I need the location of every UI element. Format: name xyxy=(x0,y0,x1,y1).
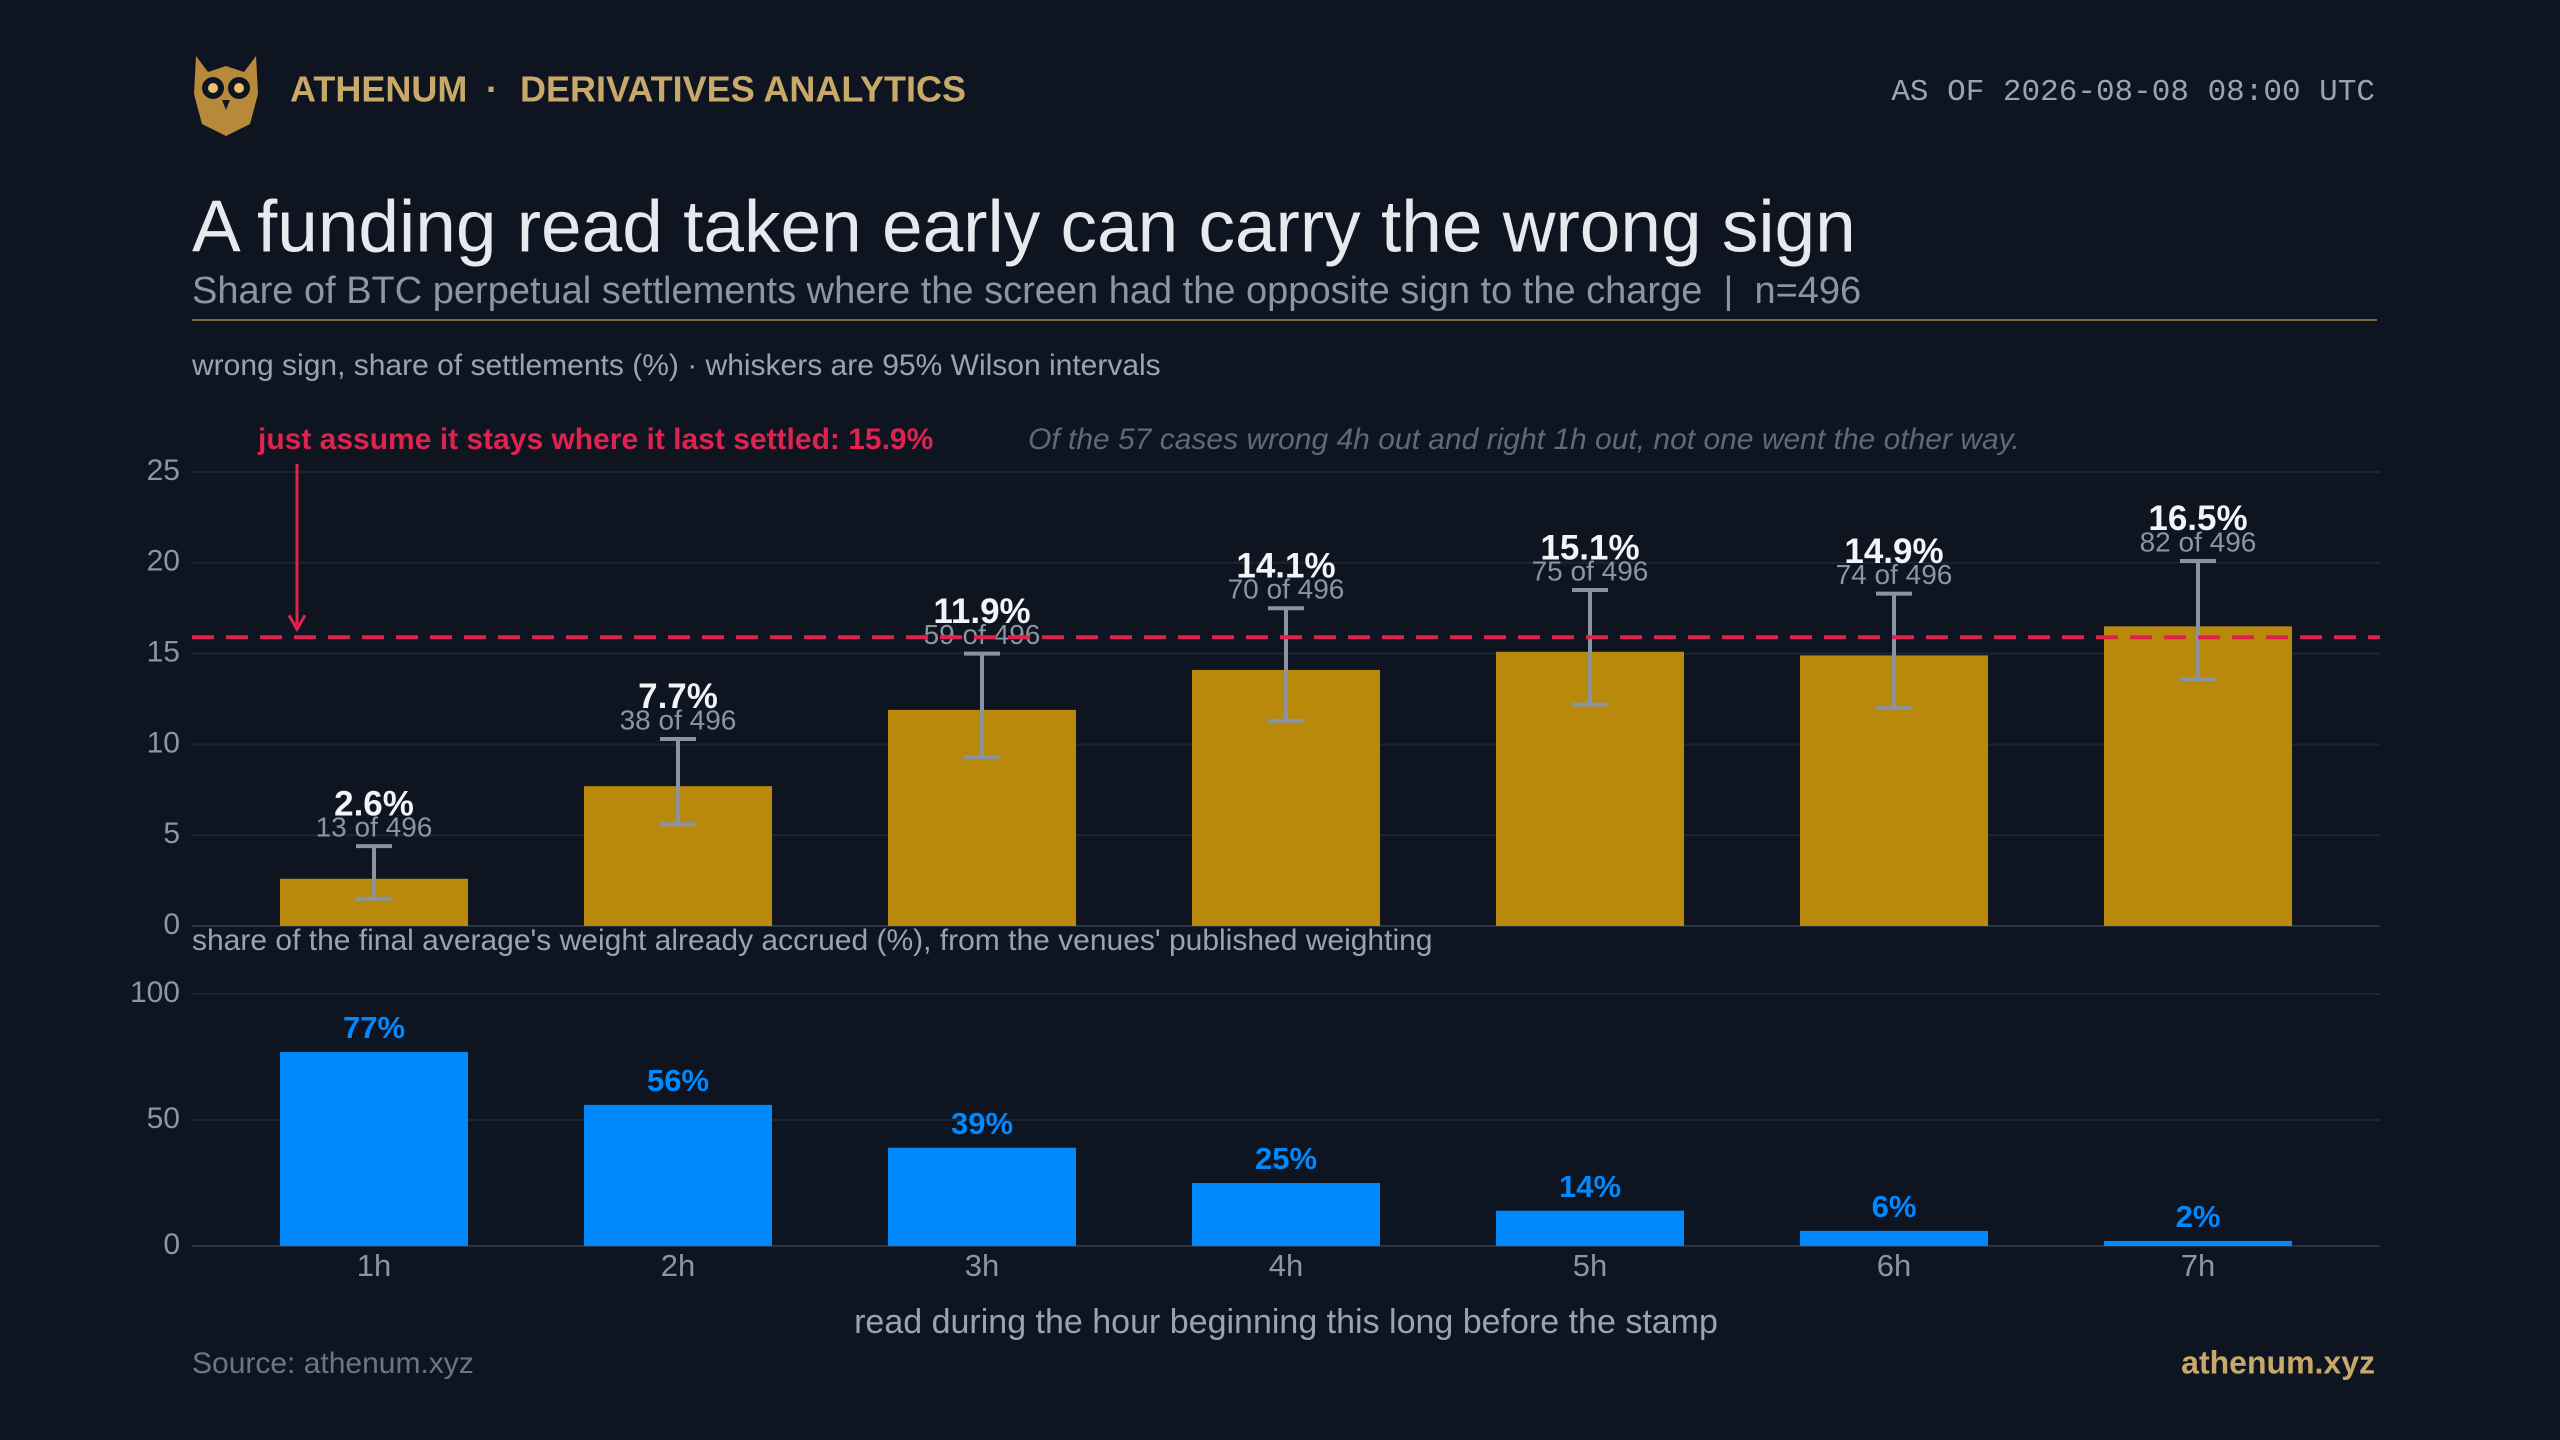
axis-label: share of the final average's weight alre… xyxy=(192,924,1433,957)
value-label: 16.5% xyxy=(2148,499,2247,538)
y-tick-label: 15 xyxy=(147,636,180,669)
value-label: 7.7% xyxy=(638,677,718,716)
x-tick-label: 5h xyxy=(1573,1248,1607,1283)
value-label: 11.9% xyxy=(933,592,1030,631)
x-tick-label: 4h xyxy=(1269,1248,1303,1283)
count-label: 74 of 496 xyxy=(1836,559,1953,590)
y-tick-label: 0 xyxy=(163,908,180,941)
reference-label: just assume it stays where it last settl… xyxy=(257,423,933,456)
owl-pupil xyxy=(234,83,244,93)
value-label: 77% xyxy=(343,1010,405,1045)
axis-label: wrong sign, share of settlements (%) · w… xyxy=(191,349,1161,382)
count-label: 59 of 496 xyxy=(924,619,1041,650)
bar xyxy=(1192,1183,1380,1246)
value-label: 2% xyxy=(2176,1199,2221,1234)
note: Of the 57 cases wrong 4h out and right 1… xyxy=(1028,423,2020,456)
y-tick-label: 20 xyxy=(147,545,180,578)
value-label: 39% xyxy=(951,1106,1013,1141)
source: Source: athenum.xyz xyxy=(192,1347,474,1380)
value-label: 14% xyxy=(1559,1169,1621,1204)
value-label: 25% xyxy=(1255,1141,1317,1176)
y-tick-label: 5 xyxy=(163,817,180,850)
bar xyxy=(584,1104,772,1246)
y-tick-label: 0 xyxy=(163,1228,180,1261)
site: athenum.xyz xyxy=(2181,1344,2375,1380)
title: A funding read taken early can carry the… xyxy=(192,186,1856,267)
y-tick-label: 25 xyxy=(147,454,180,487)
y-tick-label: 100 xyxy=(130,976,180,1009)
section: DERIVATIVES ANALYTICS xyxy=(520,69,966,110)
bar xyxy=(888,1147,1076,1246)
count-label: 38 of 496 xyxy=(620,704,737,735)
x-tick-label: 7h xyxy=(2181,1248,2215,1283)
brand: ATHENUM xyxy=(290,69,467,110)
value-label: 6% xyxy=(1872,1189,1917,1224)
separator: · xyxy=(486,69,498,110)
owl-pupil xyxy=(208,83,218,93)
bar xyxy=(2104,1240,2292,1246)
timestamp: AS OF 2026-08-08 08:00 UTC xyxy=(1891,75,2375,110)
bar xyxy=(1496,1210,1684,1246)
x-tick-label: 3h xyxy=(965,1248,999,1283)
count-label: 70 of 496 xyxy=(1228,574,1345,605)
x-tick-label: 1h xyxy=(357,1248,391,1283)
subtitle: Share of BTC perpetual settlements where… xyxy=(192,270,1861,312)
value-label: 14.9% xyxy=(1844,532,1943,571)
owl-body xyxy=(194,56,258,136)
bar xyxy=(1800,1230,1988,1246)
count-label: 13 of 496 xyxy=(316,811,433,842)
value-label: 2.6% xyxy=(334,784,414,823)
value-label: 15.1% xyxy=(1540,528,1639,567)
value-label: 56% xyxy=(647,1063,709,1098)
owl-beak xyxy=(222,100,230,110)
x-axis-label: read during the hour beginning this long… xyxy=(854,1303,1718,1341)
y-tick-label: 50 xyxy=(147,1102,180,1135)
arrow-head xyxy=(287,614,307,633)
bar xyxy=(280,1051,468,1246)
value-label: 14.1% xyxy=(1236,546,1335,585)
count-label: 75 of 496 xyxy=(1532,555,1649,586)
count-label: 82 of 496 xyxy=(2140,526,2257,557)
logo xyxy=(194,56,258,136)
y-tick-label: 10 xyxy=(147,726,180,759)
x-tick-label: 2h xyxy=(661,1248,695,1283)
x-tick-label: 6h xyxy=(1877,1248,1911,1283)
